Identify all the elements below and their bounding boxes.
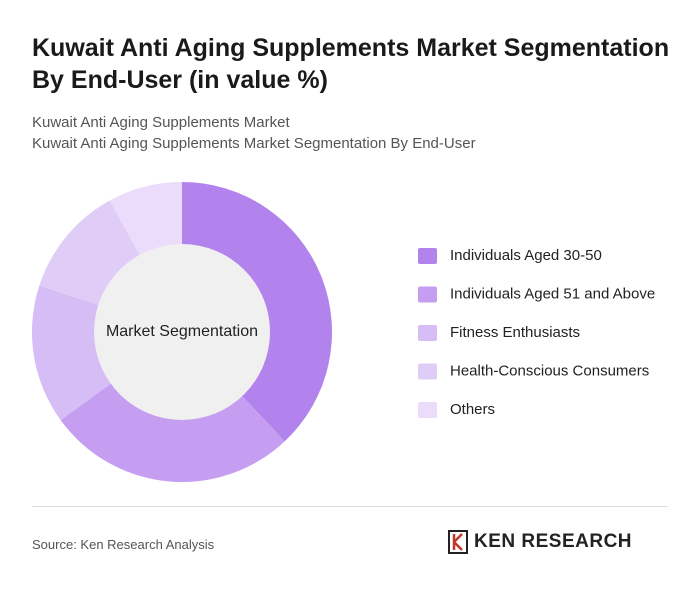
donut-center: [94, 244, 270, 420]
brand-name: KEN RESEARCH: [474, 531, 633, 552]
legend-swatch: [418, 402, 437, 418]
center-label: Market Segmentation: [106, 323, 258, 340]
legend-swatch: [418, 325, 437, 341]
legend-label: Individuals Aged 51 and Above: [450, 285, 655, 302]
legend-label: Fitness Enthusiasts: [450, 324, 580, 341]
subtitle: Kuwait Anti Aging Supplements Market: [32, 114, 290, 131]
legend-swatch: [418, 363, 437, 380]
logo-icon: [448, 530, 468, 554]
title: Kuwait Anti Aging Supplements Market Seg…: [32, 34, 670, 94]
legend-label: Individuals Aged 30-50: [450, 247, 602, 264]
legend-label: Others: [450, 401, 495, 418]
source: Source: Ken Research Analysis: [32, 537, 215, 552]
legend-swatch: [418, 286, 437, 303]
chart: Market Segmentation Individuals Aged 30-…: [32, 182, 655, 482]
legend-label: Health-Conscious Consumers: [450, 362, 649, 379]
subtitle: Kuwait Anti Aging Supplements Market Seg…: [32, 135, 476, 152]
legend-swatch: [418, 248, 437, 264]
divider: [32, 506, 668, 507]
brand-logo: KEN RESEARCH: [448, 530, 632, 554]
